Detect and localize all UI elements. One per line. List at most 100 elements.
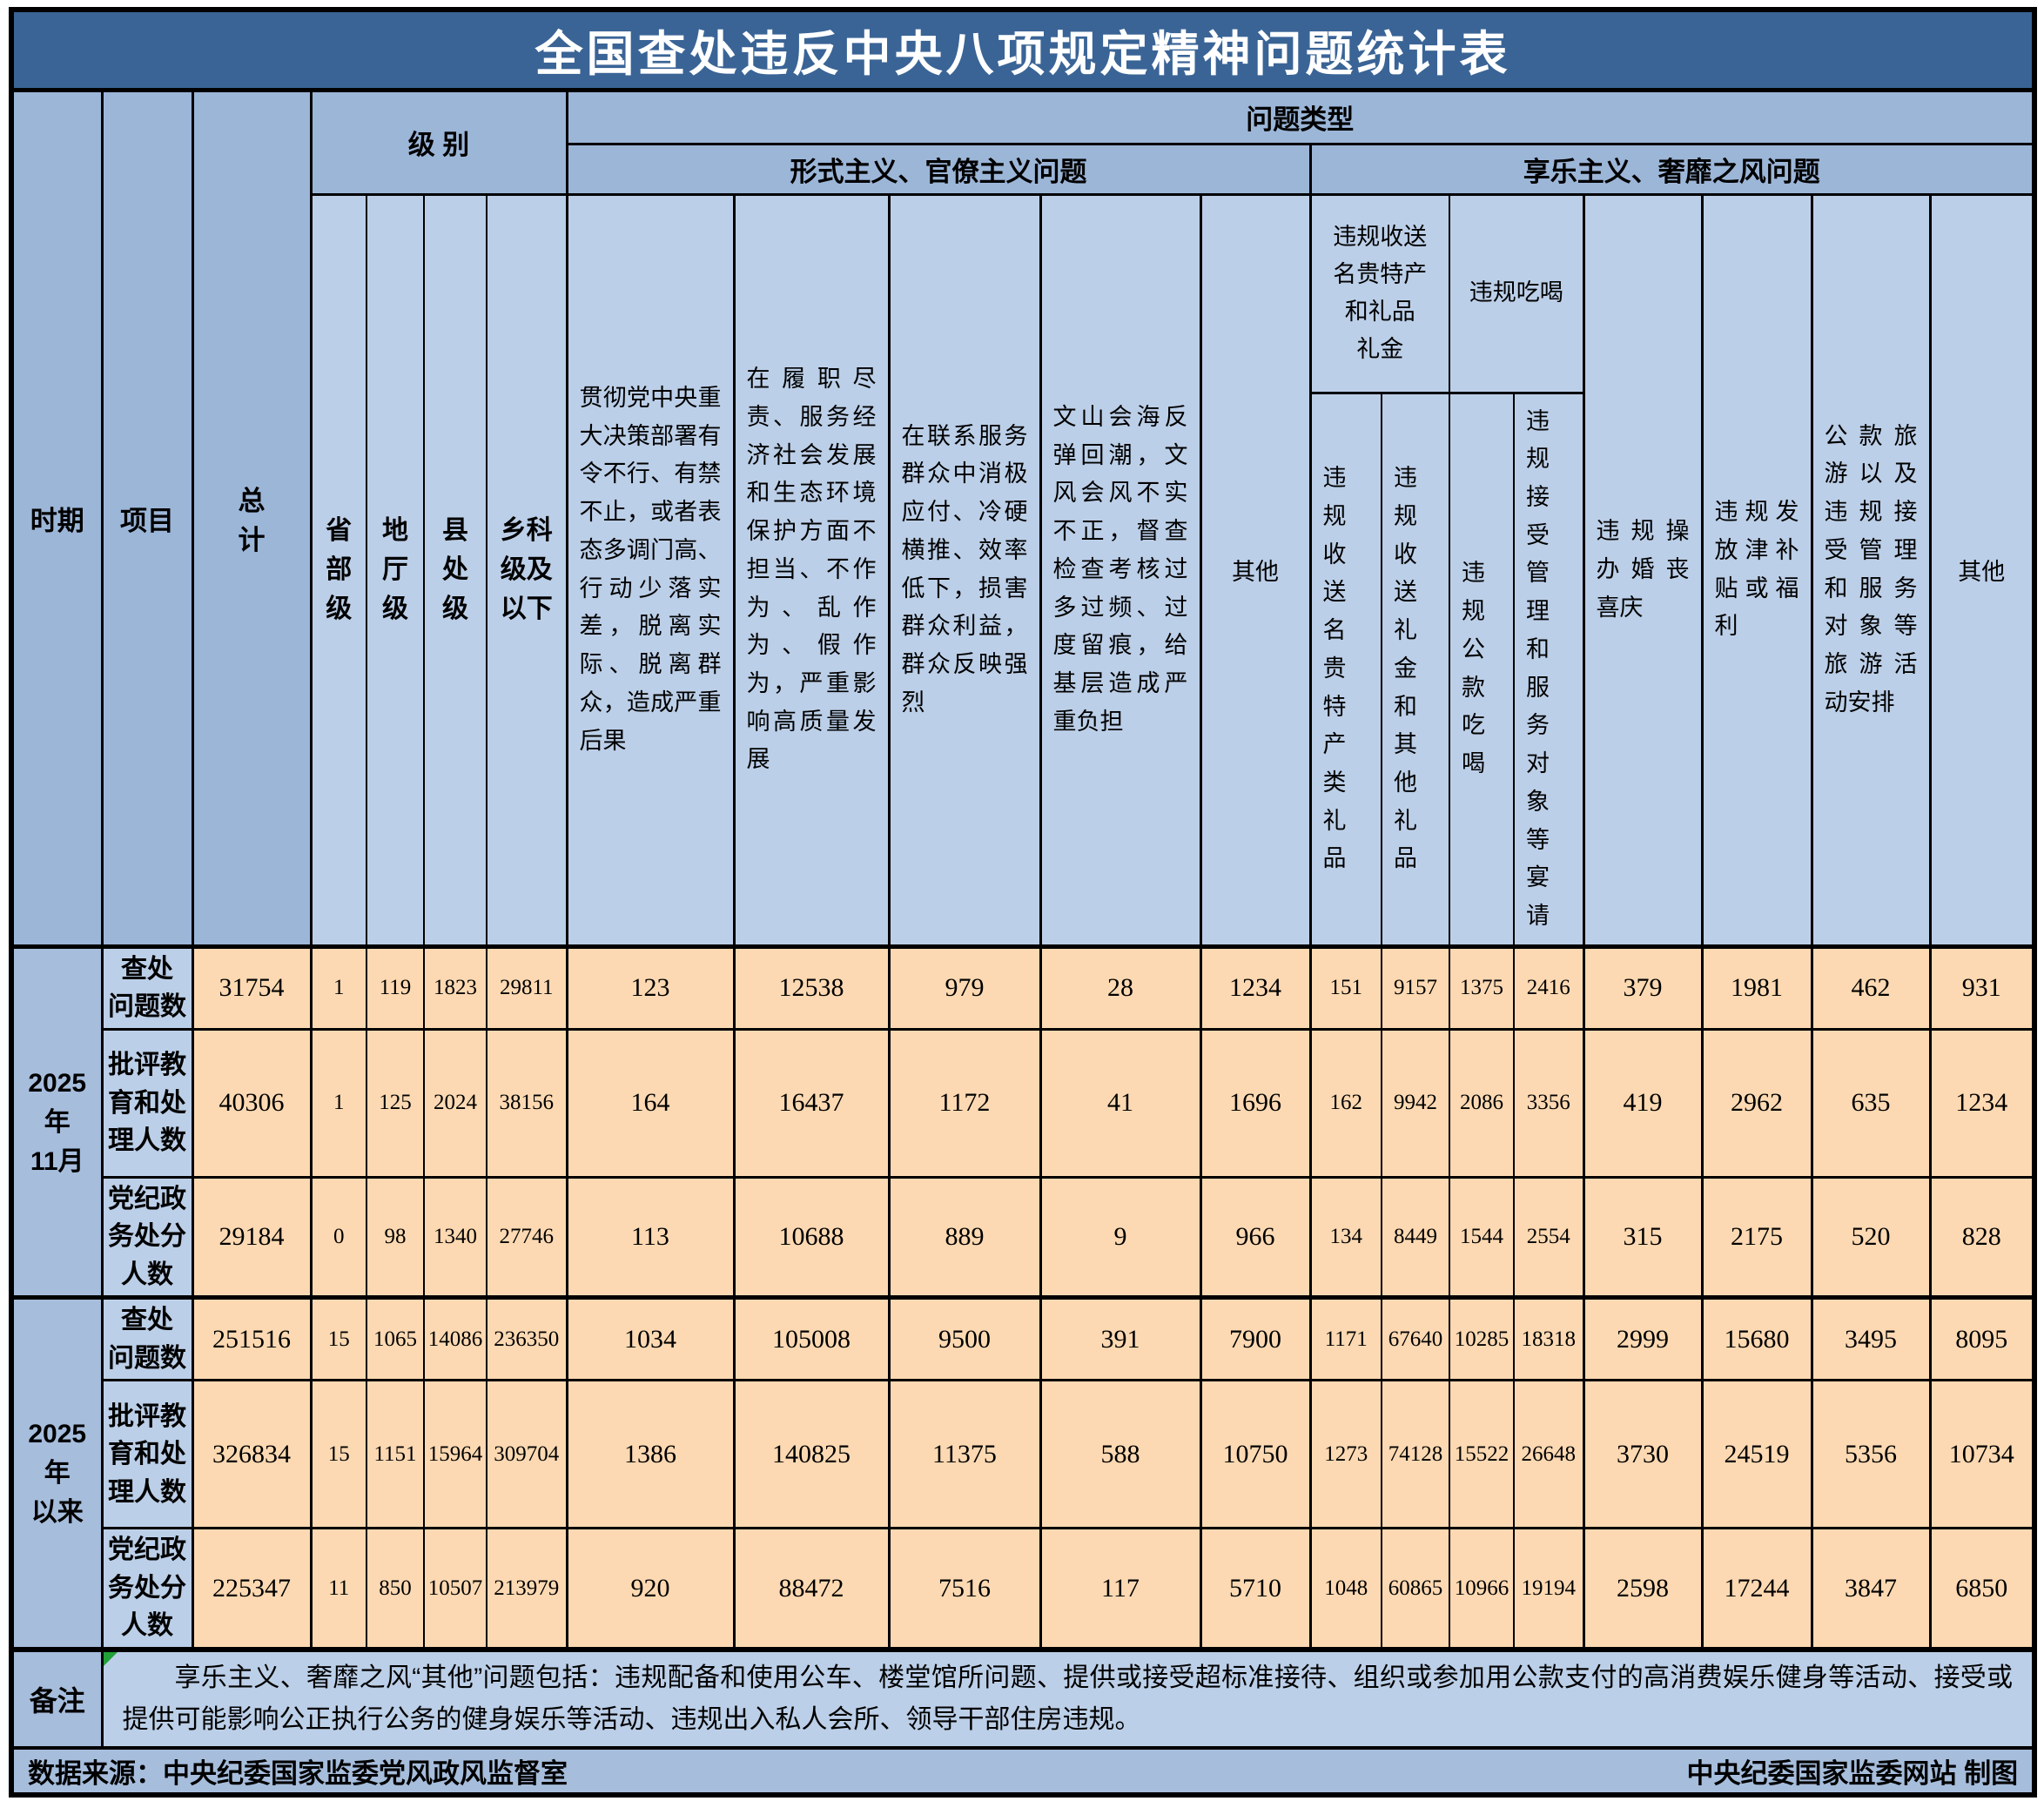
note-cell: 享乐主义、奢靡之风“其他”问题包括：违规配备和使用公车、楼堂馆所问题、提供或接受… (100, 1646, 2036, 1750)
header-formalism-col-meetings: 文山会海反弹回潮，文风会风不实不正，督查检查考核过多过频、过度留痕，给基层造成严… (1039, 192, 1202, 948)
data-cell: 225347 (191, 1527, 313, 1651)
data-cell: 40306 (191, 1027, 313, 1179)
data-cell: 2086 (1449, 1027, 1515, 1179)
data-cell: 19194 (1513, 1527, 1585, 1651)
data-cell: 1981 (1700, 944, 1813, 1031)
data-cell: 74128 (1381, 1379, 1450, 1530)
data-cell: 391 (1039, 1295, 1202, 1382)
item-cell: 党纪政 务处分 人数 (100, 1175, 194, 1300)
data-cell: 1375 (1449, 944, 1515, 1031)
data-cell: 251516 (191, 1295, 313, 1382)
data-cell: 1171 (1308, 1295, 1382, 1382)
header-formalism-col-policy: 贯彻党中央重大决策部署有令不行、有禁不止，或者表态多调门高、行动少落实差，脱离实… (565, 192, 736, 948)
data-cell: 3356 (1513, 1027, 1585, 1179)
data-cell: 236350 (486, 1295, 568, 1382)
data-cell: 10688 (732, 1175, 891, 1300)
cell-warning-marker-icon (104, 1654, 118, 1666)
header-period: 时期 (10, 88, 104, 948)
data-cell: 6850 (1928, 1527, 2036, 1651)
data-cell: 29184 (191, 1175, 313, 1300)
data-cell: 162 (1308, 1027, 1382, 1179)
header-gift-specialty: 违规收送名贵特产类礼品 (1308, 391, 1382, 948)
data-cell: 635 (1810, 1027, 1932, 1179)
statistics-table: 全国查处违反中央八项规定精神问题统计表 时期 项目 总 计 级 别 问题类型 形… (9, 7, 2038, 1798)
data-cell: 5356 (1810, 1379, 1932, 1530)
table-title: 全国查处违反中央八项规定精神问题统计表 (10, 8, 2036, 92)
footer-source: 数据来源：中央纪委国家监委党风政风监督室 (28, 1757, 568, 1789)
data-cell: 26648 (1513, 1379, 1585, 1530)
data-cell: 67640 (1381, 1295, 1450, 1382)
header-level-prefecture: 地厅级 (366, 192, 425, 948)
data-cell: 98 (366, 1175, 425, 1300)
data-cell: 889 (887, 1175, 1042, 1300)
data-cell: 8449 (1381, 1175, 1450, 1300)
data-cell: 3730 (1582, 1379, 1704, 1530)
data-cell: 15 (309, 1379, 367, 1530)
data-cell: 1273 (1308, 1379, 1382, 1530)
data-cell: 9157 (1381, 944, 1450, 1031)
data-cell: 1234 (1928, 1027, 2036, 1179)
header-eating-group: 违规吃喝 (1449, 192, 1585, 394)
data-cell: 11375 (887, 1379, 1042, 1530)
header-formalism-col-duty: 在履职尽责、服务经济社会发展和生态环境保护方面不担当、不作为、乱作为、假作为，严… (732, 192, 891, 948)
data-cell: 10734 (1928, 1379, 2036, 1530)
header-gift-money: 违规收送礼金和其他礼品 (1381, 391, 1450, 948)
data-cell: 119 (366, 944, 425, 1031)
data-cell: 10750 (1199, 1379, 1312, 1530)
data-cell: 24519 (1700, 1379, 1813, 1530)
header-allowance: 违规发放津补贴或福利 (1700, 192, 1813, 948)
data-cell: 18318 (1513, 1295, 1585, 1382)
data-cell: 10507 (423, 1527, 487, 1651)
data-cell: 15964 (423, 1379, 487, 1530)
header-wedding-funeral: 违规操办婚丧喜庆 (1582, 192, 1704, 948)
data-cell: 151 (1308, 944, 1382, 1031)
header-level-township: 乡科级及以下 (486, 192, 568, 948)
data-cell: 979 (887, 944, 1042, 1031)
data-cell: 5710 (1199, 1527, 1312, 1651)
header-hedonism-group: 享乐主义、奢靡之风问题 (1308, 142, 2036, 196)
header-public-funds-dining: 违规公款吃喝 (1449, 391, 1515, 948)
data-cell: 315 (1582, 1175, 1704, 1300)
footer-inner: 数据来源：中央纪委国家监委党风政风监督室 中央纪委国家监委网站 制图 (14, 1751, 2032, 1792)
data-cell: 3847 (1810, 1527, 1932, 1651)
header-formalism-col-masses: 在联系服务群众中消极应付、冷硬横推、效率低下，损害群众利益，群众反映强烈 (887, 192, 1042, 948)
data-cell: 31754 (191, 944, 313, 1031)
data-cell: 105008 (732, 1295, 891, 1382)
data-cell: 2175 (1700, 1175, 1813, 1300)
data-cell: 134 (1308, 1175, 1382, 1300)
data-cell: 140825 (732, 1379, 891, 1530)
data-cell: 326834 (191, 1379, 313, 1530)
data-cell: 920 (565, 1527, 736, 1651)
header-problem-type-group: 问题类型 (565, 88, 2036, 145)
data-cell: 15522 (1449, 1379, 1515, 1530)
data-cell: 2554 (1513, 1175, 1585, 1300)
data-cell: 16437 (732, 1027, 891, 1179)
item-cell: 批评教 育和处 理人数 (100, 1027, 194, 1179)
data-cell: 1386 (565, 1379, 736, 1530)
header-level-county: 县处级 (423, 192, 487, 948)
data-cell: 41 (1039, 1027, 1202, 1179)
data-cell: 8095 (1928, 1295, 2036, 1382)
item-cell: 查处 问题数 (100, 944, 194, 1031)
footer-bar: 数据来源：中央纪委国家监委党风政风监督室 中央纪委国家监委网站 制图 (10, 1745, 2036, 1797)
data-cell: 164 (565, 1027, 736, 1179)
data-cell: 7516 (887, 1527, 1042, 1651)
note-label: 备注 (10, 1646, 104, 1750)
header-level-province: 省部级 (309, 192, 367, 948)
data-cell: 9500 (887, 1295, 1042, 1382)
item-cell: 批评教 育和处 理人数 (100, 1379, 194, 1530)
data-cell: 113 (565, 1175, 736, 1300)
data-cell: 88472 (732, 1527, 891, 1651)
data-cell: 60865 (1381, 1527, 1450, 1651)
item-cell: 党纪政 务处分 人数 (100, 1527, 194, 1651)
header-item: 项目 (100, 88, 194, 948)
data-cell: 15680 (1700, 1295, 1813, 1382)
data-cell: 1823 (423, 944, 487, 1031)
data-cell: 1065 (366, 1295, 425, 1382)
data-cell: 2024 (423, 1027, 487, 1179)
header-formalism-other: 其他 (1199, 192, 1312, 948)
data-cell: 1 (309, 1027, 367, 1179)
header-hedonism-other: 其他 (1928, 192, 2036, 948)
note-text: 享乐主义、奢靡之风“其他”问题包括：违规配备和使用公车、楼堂馆所问题、提供或接受… (122, 1663, 2014, 1734)
data-cell: 29811 (486, 944, 568, 1031)
